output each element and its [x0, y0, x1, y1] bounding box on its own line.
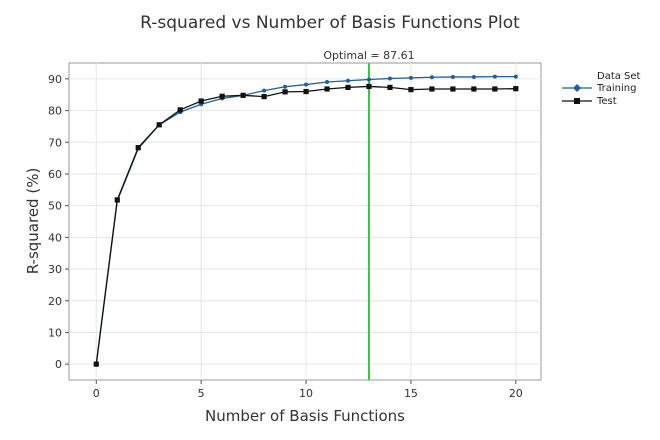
data-point-test [513, 86, 519, 92]
data-point-training [325, 80, 330, 85]
data-point-test [240, 92, 246, 98]
legend-items: Training Test [562, 83, 636, 107]
x-tick-label: 0 [93, 387, 100, 400]
plot-area [68, 62, 542, 381]
data-point-training [429, 75, 434, 80]
x-tick-label: 10 [299, 387, 313, 400]
y-tick-label: 60 [48, 168, 62, 181]
x-tick-label: 5 [198, 387, 205, 400]
y-axis-label: R-squared (%) [24, 168, 42, 275]
y-tick-label: 10 [48, 326, 62, 339]
data-point-test [135, 145, 141, 151]
data-point-training [408, 75, 413, 80]
data-point-test [219, 93, 225, 99]
data-point-test [93, 361, 99, 367]
legend-label: Training [596, 83, 636, 94]
x-tick-label: 20 [509, 387, 523, 400]
data-point-test [429, 86, 435, 92]
data-point-training [346, 78, 351, 83]
data-point-training [387, 76, 392, 81]
data-point-test [261, 94, 267, 100]
data-point-test [324, 86, 330, 92]
y-tick-label: 90 [48, 73, 62, 86]
data-series [93, 74, 519, 367]
y-tick-label: 20 [48, 295, 62, 308]
data-point-test [282, 89, 288, 95]
data-point-test [114, 197, 120, 203]
legend-marker-square [574, 98, 580, 104]
data-point-test [387, 84, 393, 91]
data-point-training [450, 74, 455, 79]
legend-entry-training: Training [562, 83, 636, 94]
data-point-test [156, 122, 162, 128]
series-test [93, 83, 519, 367]
x-axis-ticks: 0 5 10 15 20 [93, 380, 523, 400]
legend-label: Test [596, 96, 617, 107]
data-point-test [345, 84, 351, 91]
legend: Data Set Training Test [562, 71, 641, 107]
data-point-training [262, 88, 267, 93]
optimal-annotation: Optimal = 87.61 [323, 49, 415, 380]
data-point-training [283, 84, 288, 89]
data-point-training [513, 74, 518, 79]
grid-lines [69, 63, 541, 380]
y-tick-label: 30 [48, 263, 62, 276]
data-point-training [366, 77, 371, 82]
y-tick-label: 40 [48, 231, 62, 244]
data-point-training [471, 74, 476, 79]
y-axis-ticks: 0 10 20 30 40 50 60 70 80 90 [48, 73, 69, 371]
data-point-test [198, 98, 204, 104]
data-point-test [492, 86, 498, 92]
optimal-label: Optimal = 87.61 [323, 49, 414, 62]
y-tick-label: 70 [48, 136, 62, 149]
legend-title: Data Set [597, 71, 641, 82]
x-axis-label: Number of Basis Functions [205, 407, 405, 425]
chart-title: R-squared vs Number of Basis Functions P… [140, 13, 520, 33]
data-point-test [408, 87, 414, 93]
y-tick-label: 80 [48, 105, 62, 118]
data-point-test [471, 86, 477, 92]
legend-marker-diamond [573, 84, 581, 92]
data-point-test [303, 88, 309, 95]
legend-entry-test: Test [562, 96, 617, 107]
data-point-test [177, 107, 183, 113]
data-point-training [492, 74, 497, 79]
y-tick-label: 0 [55, 358, 62, 371]
x-tick-label: 15 [404, 387, 418, 400]
data-point-test [450, 86, 456, 92]
data-point-test [366, 83, 372, 90]
y-tick-label: 50 [48, 200, 62, 213]
data-point-training [304, 82, 309, 87]
